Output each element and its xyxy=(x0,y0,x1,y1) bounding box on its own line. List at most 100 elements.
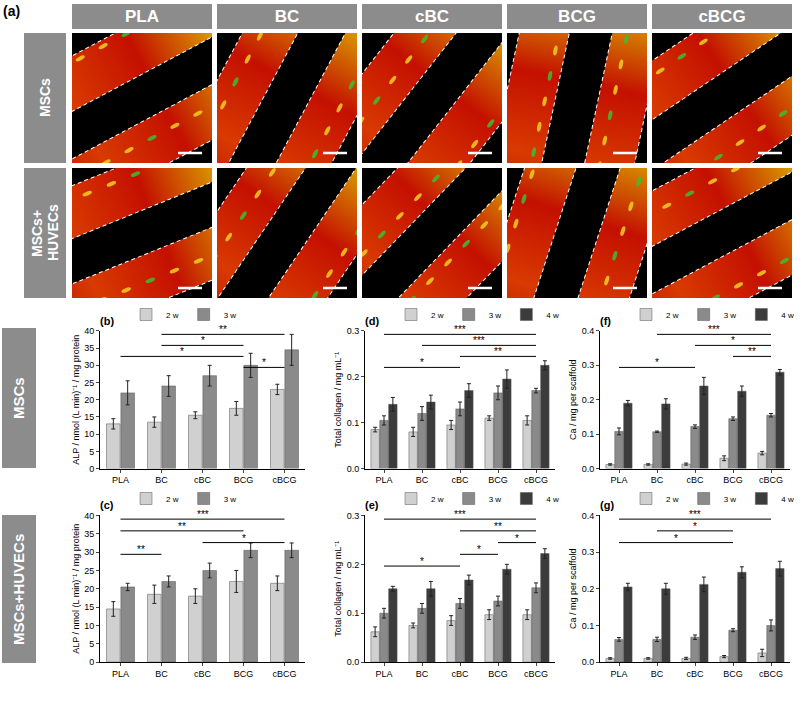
svg-text:30: 30 xyxy=(84,547,94,557)
svg-text:5: 5 xyxy=(89,639,94,649)
svg-text:***: *** xyxy=(454,509,466,520)
svg-text:*: * xyxy=(420,357,424,368)
svg-text:0.0: 0.0 xyxy=(347,657,360,667)
svg-text:0.0: 0.0 xyxy=(582,657,595,667)
svg-text:PLA: PLA xyxy=(112,475,129,485)
svg-text:0.4: 0.4 xyxy=(582,326,595,336)
svg-text:0: 0 xyxy=(89,464,94,474)
svg-text:cBC: cBC xyxy=(686,475,704,485)
svg-text:35: 35 xyxy=(84,529,94,539)
svg-text:(e): (e) xyxy=(365,499,379,511)
svg-text:cBC: cBC xyxy=(451,475,469,485)
svg-text:2 w: 2 w xyxy=(666,495,679,504)
svg-text:BC: BC xyxy=(416,669,429,679)
svg-text:Total collagen / mg mL⁻¹: Total collagen / mg mL⁻¹ xyxy=(333,352,343,448)
svg-text:PLA: PLA xyxy=(112,669,129,679)
svg-text:0.3: 0.3 xyxy=(582,547,595,557)
svg-text:0.1: 0.1 xyxy=(582,621,595,631)
svg-text:ALP / nmol (L min)⁻¹ / mg prot: ALP / nmol (L min)⁻¹ / mg protein xyxy=(71,524,81,654)
svg-text:0.3: 0.3 xyxy=(582,360,595,370)
svg-text:3 w: 3 w xyxy=(724,495,737,504)
svg-text:0.4: 0.4 xyxy=(582,511,595,521)
svg-text:cBCG: cBCG xyxy=(272,669,296,679)
svg-text:40: 40 xyxy=(84,326,94,336)
svg-text:3 w: 3 w xyxy=(724,311,737,320)
svg-text:***: *** xyxy=(473,335,485,346)
svg-text:cBC: cBC xyxy=(194,475,212,485)
svg-text:4 w: 4 w xyxy=(546,311,559,320)
svg-text:(f): (f) xyxy=(600,315,611,327)
svg-text:***: *** xyxy=(689,509,701,520)
svg-text:**: ** xyxy=(494,346,502,357)
svg-text:0.2: 0.2 xyxy=(582,584,595,594)
svg-text:PLA: PLA xyxy=(375,475,392,485)
svg-text:**: ** xyxy=(219,324,227,335)
svg-text:2 w: 2 w xyxy=(431,495,444,504)
svg-text:*: * xyxy=(180,346,184,357)
svg-text:35: 35 xyxy=(84,343,94,353)
svg-text:cBC: cBC xyxy=(451,669,469,679)
svg-text:BC: BC xyxy=(155,475,168,485)
svg-text:4 w: 4 w xyxy=(546,495,559,504)
svg-text:BC: BC xyxy=(651,475,664,485)
svg-text:***: *** xyxy=(454,324,466,335)
svg-text:Ca / mg per scaffold: Ca / mg per scaffold xyxy=(568,549,578,629)
svg-text:3 w: 3 w xyxy=(489,495,502,504)
svg-text:(g): (g) xyxy=(600,499,614,511)
svg-text:15: 15 xyxy=(84,412,94,422)
svg-text:BC: BC xyxy=(651,669,664,679)
svg-text:4 w: 4 w xyxy=(781,311,794,320)
svg-text:20: 20 xyxy=(84,395,94,405)
svg-text:0.0: 0.0 xyxy=(582,464,595,474)
svg-text:0.1: 0.1 xyxy=(347,418,360,428)
svg-text:cBC: cBC xyxy=(194,669,212,679)
svg-text:Total collagen / mg mL⁻¹: Total collagen / mg mL⁻¹ xyxy=(333,541,343,637)
svg-text:***: *** xyxy=(708,324,720,335)
svg-text:**: ** xyxy=(178,521,186,532)
svg-text:BCG: BCG xyxy=(723,475,743,485)
svg-text:(d): (d) xyxy=(365,315,379,327)
svg-text:BCG: BCG xyxy=(488,669,508,679)
svg-text:20: 20 xyxy=(84,584,94,594)
svg-text:cBCG: cBCG xyxy=(524,669,548,679)
svg-text:40: 40 xyxy=(84,511,94,521)
svg-text:30: 30 xyxy=(84,360,94,370)
svg-text:*: * xyxy=(477,544,481,555)
svg-text:cBCG: cBCG xyxy=(272,475,296,485)
svg-text:cBCG: cBCG xyxy=(759,669,783,679)
svg-text:*: * xyxy=(731,335,735,346)
svg-text:*: * xyxy=(655,357,659,368)
svg-text:*: * xyxy=(693,521,697,532)
svg-text:**: ** xyxy=(137,544,145,555)
svg-text:BCG: BCG xyxy=(488,475,508,485)
svg-text:***: *** xyxy=(197,509,209,520)
svg-text:BC: BC xyxy=(416,475,429,485)
svg-text:0.2: 0.2 xyxy=(347,559,360,569)
svg-text:ALP / nmol (L min)⁻¹ / mg prot: ALP / nmol (L min)⁻¹ / mg protein xyxy=(71,335,81,465)
svg-text:0.3: 0.3 xyxy=(347,511,360,521)
svg-text:0.3: 0.3 xyxy=(347,326,360,336)
svg-text:BCG: BCG xyxy=(234,475,254,485)
svg-text:(c): (c) xyxy=(100,499,114,511)
svg-text:cBCG: cBCG xyxy=(524,475,548,485)
svg-text:5: 5 xyxy=(89,447,94,457)
svg-text:25: 25 xyxy=(84,378,94,388)
svg-text:BC: BC xyxy=(155,669,168,679)
svg-text:15: 15 xyxy=(84,602,94,612)
svg-text:0.1: 0.1 xyxy=(582,429,595,439)
svg-text:2 w: 2 w xyxy=(166,311,179,320)
svg-text:cBCG: cBCG xyxy=(759,475,783,485)
svg-text:**: ** xyxy=(748,346,756,357)
svg-text:BCG: BCG xyxy=(234,669,254,679)
svg-text:*: * xyxy=(201,335,205,346)
svg-text:0.0: 0.0 xyxy=(347,464,360,474)
svg-text:*: * xyxy=(242,533,246,544)
svg-text:*: * xyxy=(515,533,519,544)
svg-text:PLA: PLA xyxy=(610,669,627,679)
svg-text:cBC: cBC xyxy=(686,669,704,679)
svg-text:0.2: 0.2 xyxy=(582,395,595,405)
svg-text:25: 25 xyxy=(84,566,94,576)
svg-text:10: 10 xyxy=(84,429,94,439)
svg-text:2 w: 2 w xyxy=(431,311,444,320)
svg-text:3 w: 3 w xyxy=(489,311,502,320)
